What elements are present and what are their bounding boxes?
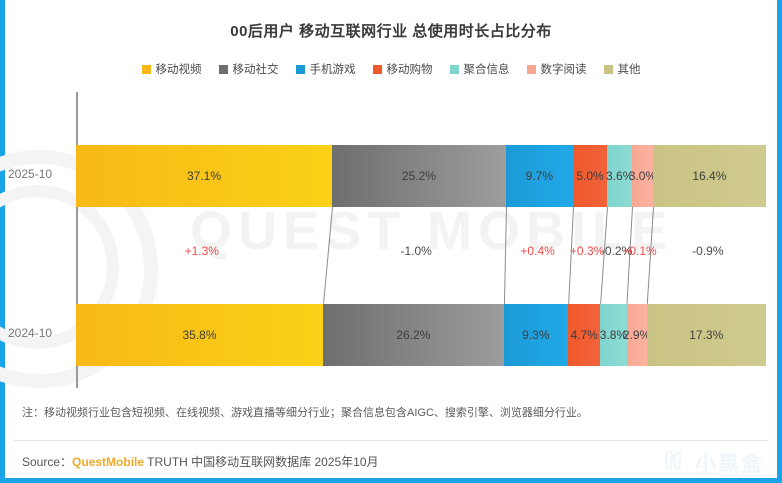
bar-row-2025-10: 2025-10 37.1% 25.2% 9.7% 5.0% 3.6% 3.0% 16.4% xyxy=(0,145,782,207)
bar-segment-label: 4.7% xyxy=(570,328,598,342)
delta-label: -0.9% xyxy=(692,244,724,258)
bar-segment-label: 3.6% xyxy=(606,169,634,183)
legend-item-label: 移动购物 xyxy=(386,64,433,76)
left-accent-bar xyxy=(0,0,5,483)
bar-segment[interactable]: 4.7% xyxy=(567,304,601,366)
bar-segment[interactable]: 9.3% xyxy=(503,304,568,366)
delta-label: +1.3% xyxy=(184,244,219,258)
delta-label: +0.4% xyxy=(520,244,555,258)
legend-swatch-icon xyxy=(526,64,536,74)
segment-connector-line xyxy=(323,207,333,305)
legend-swatch-icon xyxy=(603,64,613,74)
legend-item-label: 手机游戏 xyxy=(309,64,356,76)
legend-item-label: 其他 xyxy=(617,64,641,76)
delta-band: +1.3% -1.0% +0.4% +0.3% -0.2% +0.1% -0.9% xyxy=(76,207,766,305)
bar-segment[interactable]: 9.7% xyxy=(505,145,573,207)
bar-row-2024-10: 2024-10 35.8% 26.2% 9.3% 4.7% 3.8% 2.9% 17.3% xyxy=(0,304,782,366)
bar-segment-label: 9.3% xyxy=(522,328,550,342)
stacked-bar-2024-10: 35.8% 26.2% 9.3% 4.7% 3.8% 2.9% 17.3% xyxy=(76,304,766,366)
bar-segment[interactable]: 3.6% xyxy=(606,145,634,207)
legend-item-label: 聚合信息 xyxy=(463,64,510,76)
bar-segment[interactable]: 35.8% xyxy=(76,304,324,366)
source-brand: QuestMobile xyxy=(72,455,145,469)
bar-segment-label: 2.9% xyxy=(622,328,651,342)
row-label-2024-10: 2024-10 xyxy=(8,326,53,340)
chart-plot-area: 2025-10 37.1% 25.2% 9.7% 5.0% 3.6% 3.0% 16.4% … xyxy=(0,92,782,392)
source-rest: TRUTH 中国移动互联网数据库 2025年10月 xyxy=(144,455,379,469)
bar-segment-label: 26.2% xyxy=(396,328,431,342)
bar-segment-label: 3.8% xyxy=(599,328,628,342)
legend-item-0[interactable]: 移动视频 xyxy=(141,61,202,77)
stacked-bar-2025-10: 37.1% 25.2% 9.7% 5.0% 3.6% 3.0% 16.4% xyxy=(76,145,766,207)
bar-segment-label: 3.0% xyxy=(628,169,657,183)
chart-legend: 移动视频 移动社交 手机游戏 移动购物 聚合信息 数字阅读 其他 xyxy=(0,61,782,77)
brand-watermark-label: 小黑盒 xyxy=(695,453,764,476)
legend-item-3[interactable]: 移动购物 xyxy=(372,61,433,77)
legend-item-2[interactable]: 手机游戏 xyxy=(295,61,356,77)
bar-segment[interactable]: 5.0% xyxy=(572,145,608,207)
legend-item-label: 移动社交 xyxy=(232,64,279,76)
source-prefix: Source： xyxy=(22,455,73,469)
legend-item-6[interactable]: 其他 xyxy=(603,61,641,77)
legend-swatch-icon xyxy=(372,64,382,74)
delta-label: -1.0% xyxy=(400,244,432,258)
delta-label: -0.2% xyxy=(600,244,633,258)
bar-segment-label: 5.0% xyxy=(576,169,604,183)
legend-item-4[interactable]: 聚合信息 xyxy=(449,61,510,77)
legend-swatch-icon xyxy=(141,64,151,74)
delta-label: +0.1% xyxy=(622,244,657,258)
bottom-accent-bar xyxy=(0,478,782,483)
right-accent-bar xyxy=(777,0,782,483)
legend-swatch-icon xyxy=(449,64,459,74)
legend-item-1[interactable]: 移动社交 xyxy=(218,61,279,77)
brand-watermark: 小黑盒 xyxy=(662,447,764,479)
legend-item-label: 数字阅读 xyxy=(540,64,587,76)
bar-segment[interactable]: 16.4% xyxy=(652,145,766,207)
page-title: 00后用户 移动互联网行业 总使用时长占比分布 xyxy=(230,23,552,40)
bar-segment[interactable]: 26.2% xyxy=(323,304,504,366)
chart-footnote: 注：移动视频行业包含短视频、在线视频、游戏直播等细分行业；聚合信息包含AIGC、… xyxy=(22,407,588,419)
bar-segment[interactable]: 25.2% xyxy=(331,145,506,207)
bar-segment-label: 25.2% xyxy=(401,169,436,183)
legend-swatch-icon xyxy=(295,64,305,74)
bar-segment[interactable]: 3.0% xyxy=(628,145,657,207)
bar-segment-label: 35.8% xyxy=(182,328,217,342)
legend-item-5[interactable]: 数字阅读 xyxy=(526,61,587,77)
bar-segment[interactable]: 3.8% xyxy=(599,304,628,366)
hb-logo-icon xyxy=(662,447,688,479)
delta-label: +0.3% xyxy=(569,244,605,258)
segment-connector-line xyxy=(503,207,507,305)
legend-item-label: 移动视频 xyxy=(155,64,202,76)
source-line: Source：QuestMobile TRUTH 中国移动互联网数据库 2025… xyxy=(22,453,379,470)
legend-swatch-icon xyxy=(218,64,228,74)
bar-segment-label: 17.3% xyxy=(689,328,724,342)
row-label-2025-10: 2025-10 xyxy=(8,167,53,181)
bar-segment-label: 37.1% xyxy=(186,169,221,183)
bar-segment-label: 9.7% xyxy=(525,169,553,183)
bar-segment[interactable]: 37.1% xyxy=(76,145,332,207)
bar-segment[interactable]: 17.3% xyxy=(646,304,766,366)
bar-segment[interactable]: 2.9% xyxy=(623,304,650,366)
y-axis-line xyxy=(76,92,78,388)
bar-segment-label: 16.4% xyxy=(692,169,727,183)
source-divider xyxy=(14,440,768,441)
